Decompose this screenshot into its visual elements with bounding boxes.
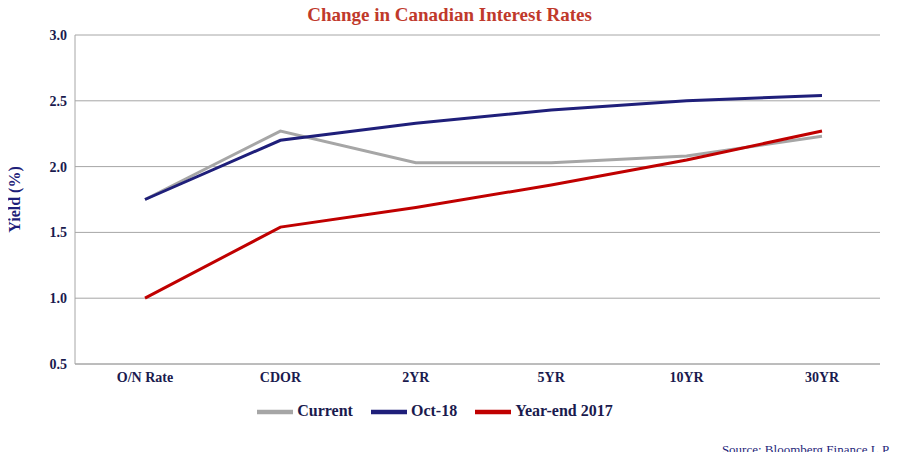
- svg-text:O/N Rate: O/N Rate: [117, 370, 173, 385]
- html-text:Change in Canadian Interest Ra: Change in Canadian Interest Rates: [307, 4, 592, 25]
- svg-text:1.0: 1.0: [50, 291, 68, 306]
- svg-text:2.0: 2.0: [50, 160, 68, 175]
- svg-text:0.5: 0.5: [50, 357, 68, 372]
- svg-text:Yield (%): Yield (%): [8, 166, 24, 233]
- svg-text:2YR: 2YR: [402, 370, 430, 385]
- svg-text:5YR: 5YR: [538, 370, 566, 385]
- svg-text:30YR: 30YR: [805, 370, 840, 385]
- html-text:Current: Current: [297, 401, 353, 419]
- svg-text:10YR: 10YR: [669, 370, 704, 385]
- html-text:Year-end 2017: Year-end 2017: [515, 401, 613, 419]
- html-text:Source: Bloomberg Finance L.P.: Source: Bloomberg Finance L.P.: [721, 442, 891, 457]
- svg-text:CDOR: CDOR: [260, 370, 302, 385]
- svg-text:3.0: 3.0: [50, 28, 68, 43]
- svg-text:1.5: 1.5: [50, 225, 68, 240]
- svg-text:2.5: 2.5: [50, 94, 68, 109]
- html-text:Oct-18: Oct-18: [410, 401, 458, 419]
